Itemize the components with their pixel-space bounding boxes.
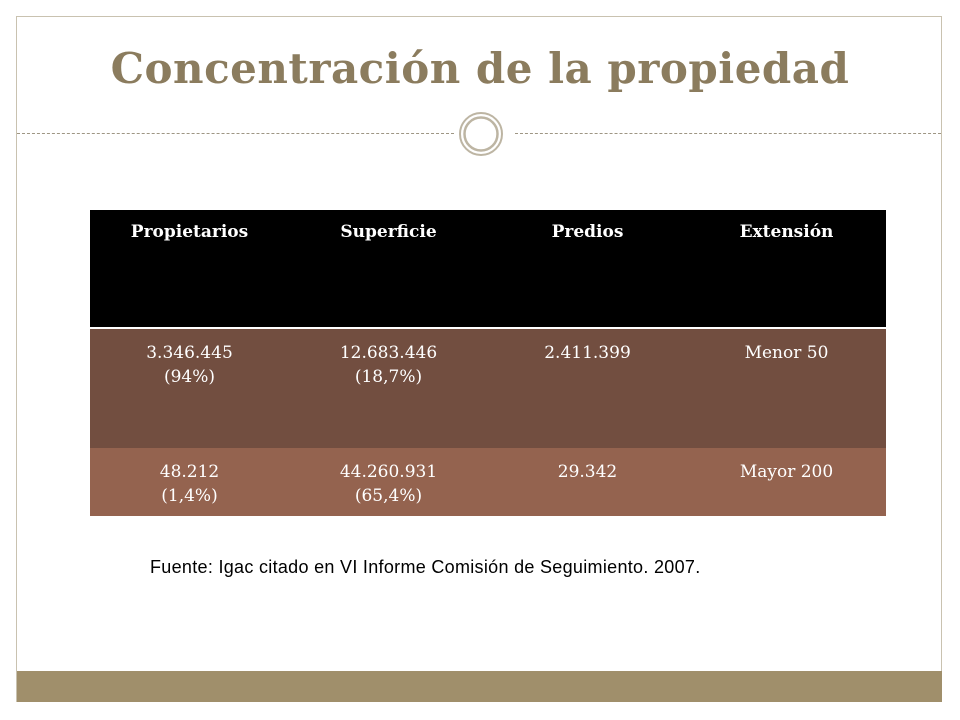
slide-title: Concentración de la propiedad — [110, 44, 850, 93]
title-divider-right — [515, 133, 941, 134]
property-table: Propietarios Superficie Predios Extensió… — [90, 210, 886, 516]
table-cell: 3.346.445 (94%) — [90, 328, 289, 448]
double-circle-icon — [459, 112, 503, 156]
cell-percent: (65,4%) — [354, 486, 423, 506]
cell-value: 44.260.931 — [339, 462, 438, 482]
cell-percent: (94%) — [163, 367, 216, 387]
table-cell: 44.260.931 (65,4%) — [289, 448, 488, 516]
header-predios: Predios — [488, 210, 687, 329]
table-cell: 12.683.446 (18,7%) — [289, 328, 488, 448]
cell-value: Mayor 200 — [739, 462, 834, 482]
source-note: Fuente: Igac citado en VI Informe Comisi… — [150, 557, 701, 577]
cell-value: 48.212 — [159, 462, 220, 482]
table-row: 48.212 (1,4%) 44.260.931 (65,4%) 29.342 … — [90, 448, 886, 516]
header-superficie: Superficie — [289, 210, 488, 329]
table-header-row: Propietarios Superficie Predios Extensió… — [90, 210, 886, 329]
table-cell: Mayor 200 — [687, 448, 886, 516]
footer-bar — [17, 671, 942, 702]
table-cell: Menor 50 — [687, 328, 886, 448]
title-divider-left — [17, 133, 454, 134]
table-cell: 29.342 — [488, 448, 687, 516]
cell-value: 3.346.445 — [146, 343, 233, 363]
cell-value: 2.411.399 — [544, 343, 631, 363]
cell-percent: (1,4%) — [161, 486, 218, 506]
header-extension: Extensión — [687, 210, 886, 329]
cell-value: Menor 50 — [744, 343, 829, 363]
cell-percent: (18,7%) — [354, 367, 423, 387]
cell-value: 12.683.446 — [339, 343, 438, 363]
table-row: 3.346.445 (94%) 12.683.446 (18,7%) 2.411… — [90, 328, 886, 448]
table-cell: 2.411.399 — [488, 328, 687, 448]
header-propietarios: Propietarios — [90, 210, 289, 329]
cell-value: 29.342 — [557, 462, 618, 482]
table-cell: 48.212 (1,4%) — [90, 448, 289, 516]
